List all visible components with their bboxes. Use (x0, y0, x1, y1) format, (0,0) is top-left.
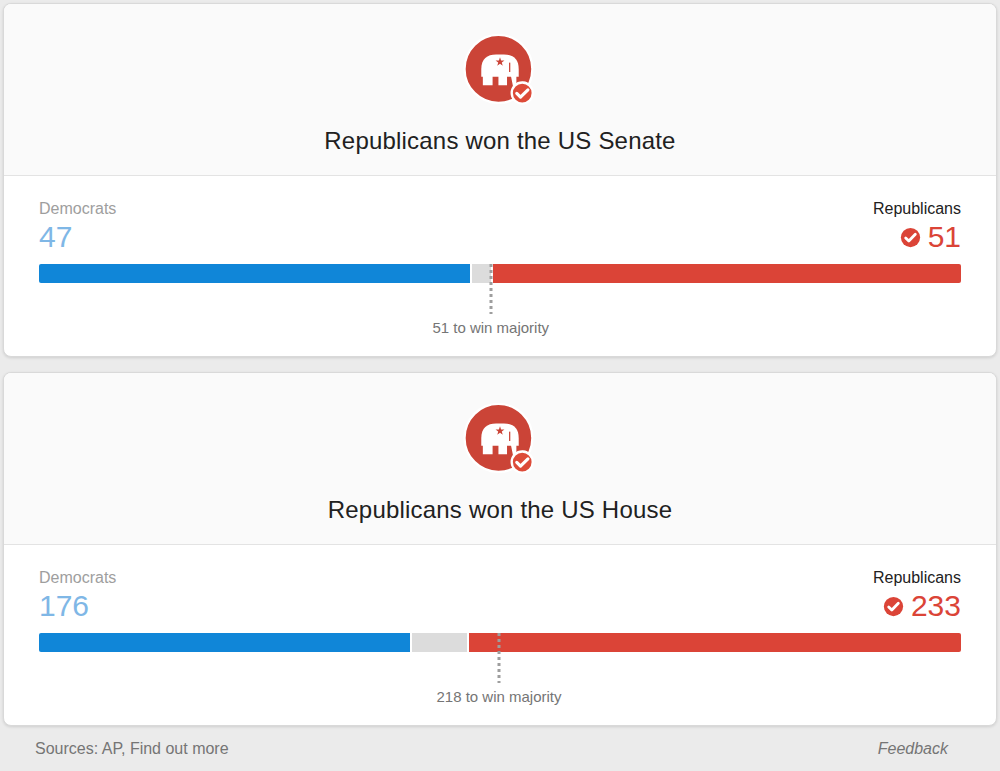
winner-check-icon (883, 596, 904, 617)
senate-party-labels: Democrats Republicans (39, 199, 961, 218)
senate-seat-counts: 47 51 (39, 221, 961, 253)
house-title: Republicans won the US House (328, 496, 672, 524)
democrats-seat-count: 176 (39, 590, 89, 622)
sources-text: Sources: AP, Find out more (35, 740, 229, 758)
democrats-bar-segment (39, 633, 410, 652)
find-out-more-link[interactable]: Find out more (130, 740, 229, 757)
democrats-label: Democrats (39, 199, 116, 218)
house-results: Democrats Republicans 176 233 (4, 545, 996, 725)
republicans-label: Republicans (873, 568, 961, 587)
undecided-bar-segment (472, 264, 490, 283)
house-card: Republicans won the US House Democrats R… (3, 372, 997, 726)
winner-check-icon (900, 227, 921, 248)
republicans-bar-segment (469, 633, 961, 652)
senate-results: Democrats Republicans 47 51 (4, 176, 996, 356)
senate-title: Republicans won the US Senate (324, 127, 675, 155)
republicans-label: Republicans (873, 199, 961, 218)
house-seat-counts: 176 233 (39, 590, 961, 622)
democrats-bar-segment (39, 264, 470, 283)
house-card-header: Republicans won the US House (4, 373, 996, 545)
gop-elephant-won-icon (461, 33, 539, 111)
republicans-seat-number: 233 (911, 590, 961, 622)
majority-marker-label: 218 to win majority (436, 688, 561, 705)
undecided-bar-segment (412, 633, 467, 652)
house-party-labels: Democrats Republicans (39, 568, 961, 587)
widget-footer: Sources: AP, Find out more Feedback (0, 726, 1000, 771)
republicans-bar-segment (493, 264, 961, 283)
republicans-seat-count: 51 (900, 221, 961, 253)
majority-marker-label: 51 to win majority (432, 319, 549, 336)
gop-elephant-won-icon (461, 402, 539, 480)
majority-marker-line (489, 264, 492, 314)
republicans-seat-number: 51 (928, 221, 961, 253)
majority-marker-line (497, 633, 500, 683)
won-check-badge (512, 452, 533, 473)
democrats-seat-count: 47 (39, 221, 72, 253)
senate-card: Republicans won the US Senate Democrats … (3, 3, 997, 357)
senate-seat-bar-area: 51 to win majority (39, 264, 961, 356)
democrats-label: Democrats (39, 568, 116, 587)
sources-prefix: Sources: AP, (35, 740, 130, 757)
election-results-widget: Republicans won the US Senate Democrats … (0, 0, 1000, 771)
won-check-badge (512, 83, 533, 104)
senate-card-header: Republicans won the US Senate (4, 4, 996, 176)
house-seat-bar-area: 218 to win majority (39, 633, 961, 725)
senate-seat-bar (39, 264, 961, 283)
republicans-seat-count: 233 (883, 590, 961, 622)
feedback-link[interactable]: Feedback (878, 740, 948, 758)
